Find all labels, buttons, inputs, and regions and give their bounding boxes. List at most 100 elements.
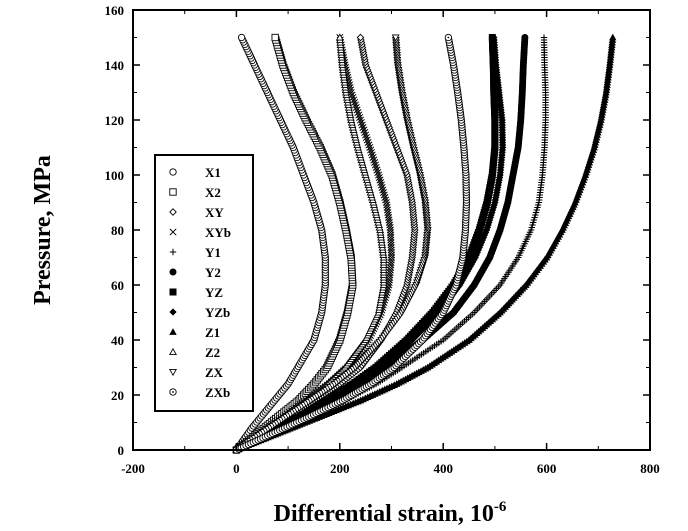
legend-marker xyxy=(169,168,177,176)
legend-label: YZ xyxy=(205,285,223,300)
x-tick-label: 400 xyxy=(433,461,453,476)
series-zxb xyxy=(232,33,471,454)
data-point xyxy=(362,131,370,139)
data-point xyxy=(444,33,453,42)
legend-item: ZX xyxy=(169,365,224,380)
legend-item: Z2 xyxy=(169,345,220,360)
data-point xyxy=(372,163,380,172)
legend-label: XYb xyxy=(205,225,231,240)
legend-item: Z1 xyxy=(169,325,220,340)
legend-marker xyxy=(169,288,177,296)
data-point xyxy=(379,186,387,194)
data-point xyxy=(354,108,362,117)
legend-item: XYb xyxy=(169,225,231,240)
data-point xyxy=(361,128,369,137)
legend-label: X1 xyxy=(205,165,221,180)
x-tick-label: 200 xyxy=(330,461,350,476)
data-point xyxy=(349,93,357,102)
y-axis-title: Pressure, MPa xyxy=(30,155,56,305)
series-x1 xyxy=(232,33,329,454)
data-point xyxy=(377,178,385,187)
y-tick-label: 20 xyxy=(111,388,124,403)
data-point xyxy=(353,106,361,114)
data-point xyxy=(368,151,376,159)
data-point xyxy=(540,34,548,41)
data-point xyxy=(359,123,367,132)
x-tick-label: 600 xyxy=(537,461,557,476)
data-point xyxy=(609,33,617,41)
y-tick-label: 120 xyxy=(105,113,125,128)
y-tick-label: 100 xyxy=(105,168,125,183)
legend: X1 X2 XY XYb Y1 Y2 YZ YZb Z1 Z2 ZX ZXb xyxy=(154,154,254,412)
data-point xyxy=(360,126,368,134)
data-point xyxy=(375,173,383,182)
y-tick-label: 140 xyxy=(105,58,125,73)
y-tick-label: 40 xyxy=(111,333,124,348)
data-point xyxy=(380,191,388,199)
legend-marker xyxy=(169,388,177,396)
data-point xyxy=(335,33,344,41)
data-point xyxy=(371,158,379,167)
data-point xyxy=(362,133,370,142)
legend-item: X1 xyxy=(169,165,221,180)
y-tick-label: 60 xyxy=(111,278,124,293)
y-tick-label: 0 xyxy=(118,443,125,458)
data-point xyxy=(521,33,529,41)
legend-marker xyxy=(169,368,177,377)
legend-label: YZb xyxy=(205,305,230,320)
data-point xyxy=(237,33,246,42)
legend-marker xyxy=(169,208,177,216)
legend-label: XY xyxy=(205,205,224,220)
legend-marker xyxy=(169,268,177,276)
legend-marker xyxy=(169,248,177,256)
data-point xyxy=(381,193,389,202)
data-point xyxy=(490,33,498,42)
data-point xyxy=(370,156,378,164)
data-point xyxy=(391,34,400,42)
legend-item: ZXb xyxy=(169,385,230,400)
axes: -200 0 200 400 600 800 0 20 40 60 80 100 120 140 160 xyxy=(105,3,660,476)
data-point xyxy=(373,166,381,174)
legend-label: Z2 xyxy=(205,345,220,360)
legend-item: YZ xyxy=(169,285,223,300)
legend-marker xyxy=(169,308,177,316)
legend-item: XY xyxy=(169,205,224,220)
data-point xyxy=(357,118,365,127)
data-point xyxy=(371,161,379,169)
legend-label: X2 xyxy=(205,185,221,200)
series-zx xyxy=(232,34,432,455)
legend-item: Y2 xyxy=(169,265,221,280)
data-point xyxy=(379,188,388,197)
legend-marker xyxy=(169,228,177,236)
x-tick-label: 800 xyxy=(640,461,660,476)
data-point xyxy=(356,33,365,42)
data-point xyxy=(382,198,390,207)
data-point xyxy=(382,196,390,204)
y-tick-label: 80 xyxy=(111,223,124,238)
data-point xyxy=(350,96,358,104)
legend-label: ZXb xyxy=(205,385,230,400)
data-point xyxy=(356,113,364,122)
x-axis-title: Differential strain, 10-6 xyxy=(274,499,507,527)
data-point xyxy=(369,153,377,162)
data-point xyxy=(355,111,363,119)
legend-item: Y1 xyxy=(169,245,221,260)
plot-area xyxy=(232,33,617,455)
legend-marker xyxy=(169,347,177,356)
x-tick-label: -200 xyxy=(121,461,145,476)
data-point xyxy=(351,101,359,109)
legend-label: Y2 xyxy=(205,265,221,280)
data-point xyxy=(365,141,373,149)
data-point xyxy=(375,171,383,179)
x-axis-title-exponent: -6 xyxy=(494,499,507,515)
data-point xyxy=(271,33,279,42)
data-point xyxy=(377,181,385,189)
data-point xyxy=(367,146,375,154)
legend-item: X2 xyxy=(169,185,221,200)
series-xyb xyxy=(232,33,396,454)
x-tick-label: 0 xyxy=(233,461,240,476)
data-point xyxy=(358,121,366,129)
data-point xyxy=(366,143,374,152)
data-point xyxy=(352,103,360,112)
